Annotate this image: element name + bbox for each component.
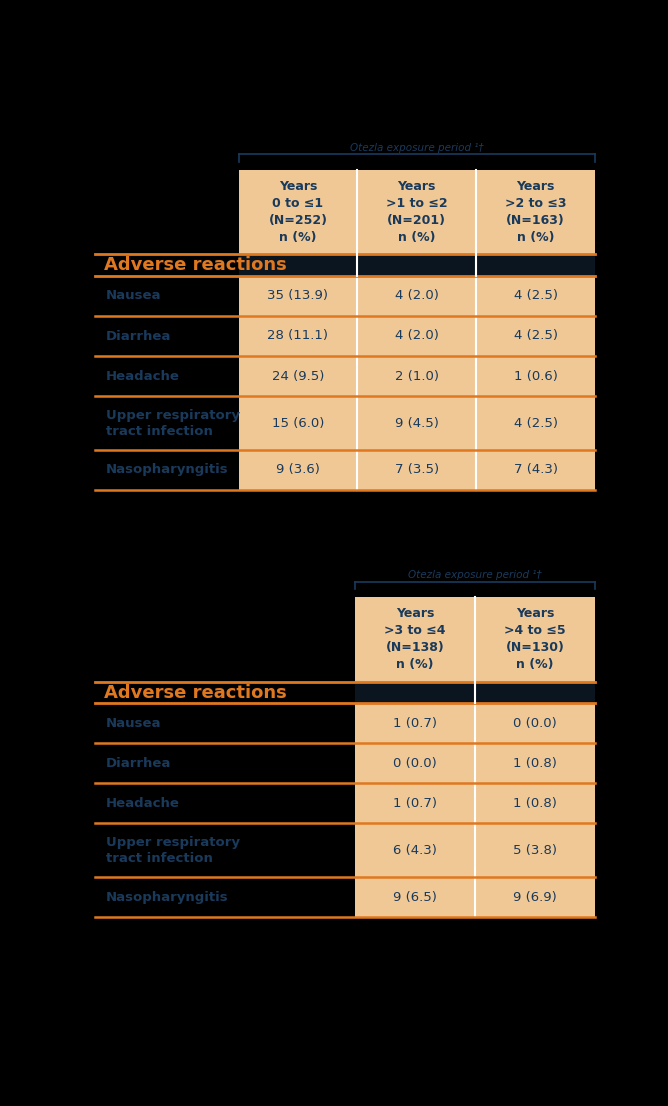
Bar	[238, 254, 595, 275]
Text: 7 (4.3): 7 (4.3)	[514, 463, 558, 477]
Text: 6 (4.3): 6 (4.3)	[393, 844, 437, 857]
Text: 0 (0.0): 0 (0.0)	[513, 717, 557, 730]
Text: 1 (0.8): 1 (0.8)	[513, 757, 557, 770]
Text: Years
0 to ≤1
(N=252)
n (%): Years 0 to ≤1 (N=252) n (%)	[269, 180, 327, 244]
Bar	[238, 275, 595, 316]
Text: Diarrhea: Diarrhea	[106, 757, 172, 770]
Bar	[238, 356, 595, 396]
Bar	[238, 169, 595, 254]
Text: 9 (6.5): 9 (6.5)	[393, 890, 437, 904]
Text: Headache: Headache	[106, 797, 180, 810]
Text: Upper respiratory
tract infection: Upper respiratory tract infection	[106, 836, 240, 865]
Text: Nasopharyngitis: Nasopharyngitis	[106, 463, 228, 477]
Text: Years
>2 to ≤3
(N=163)
n (%): Years >2 to ≤3 (N=163) n (%)	[505, 180, 566, 244]
Text: Years
>1 to ≤2
(N=201)
n (%): Years >1 to ≤2 (N=201) n (%)	[386, 180, 448, 244]
Text: 9 (4.5): 9 (4.5)	[395, 417, 439, 429]
Bar	[238, 396, 595, 450]
Text: Headache: Headache	[106, 369, 180, 383]
Text: 4 (2.5): 4 (2.5)	[514, 290, 558, 302]
Text: Adverse reactions: Adverse reactions	[104, 684, 287, 701]
Text: 1 (0.7): 1 (0.7)	[393, 717, 437, 730]
Text: 1 (0.6): 1 (0.6)	[514, 369, 558, 383]
Text: 1 (0.8): 1 (0.8)	[513, 797, 557, 810]
Text: 9 (6.9): 9 (6.9)	[513, 890, 557, 904]
Text: Nasopharyngitis: Nasopharyngitis	[106, 890, 228, 904]
Text: 15 (6.0): 15 (6.0)	[272, 417, 324, 429]
Text: Nausea: Nausea	[106, 290, 162, 302]
Text: Otezla exposure period ¹†: Otezla exposure period ¹†	[408, 570, 542, 580]
Text: 35 (13.9): 35 (13.9)	[267, 290, 329, 302]
Text: 2 (1.0): 2 (1.0)	[395, 369, 439, 383]
Text: 4 (2.0): 4 (2.0)	[395, 330, 439, 343]
Bar	[355, 681, 595, 703]
Bar	[355, 877, 595, 917]
Bar	[355, 597, 595, 681]
Text: Years
>3 to ≤4
(N=138)
n (%): Years >3 to ≤4 (N=138) n (%)	[384, 607, 446, 671]
Bar	[355, 703, 595, 743]
Text: Years
>4 to ≤5
(N=130)
n (%): Years >4 to ≤5 (N=130) n (%)	[504, 607, 566, 671]
Text: 9 (3.6): 9 (3.6)	[276, 463, 320, 477]
Text: 4 (2.0): 4 (2.0)	[395, 290, 439, 302]
Text: Otezla exposure period ¹†: Otezla exposure period ¹†	[350, 143, 484, 153]
Text: 4 (2.5): 4 (2.5)	[514, 330, 558, 343]
Bar	[238, 450, 595, 490]
Bar	[238, 316, 595, 356]
Text: Nausea: Nausea	[106, 717, 162, 730]
Bar	[355, 783, 595, 823]
Text: 4 (2.5): 4 (2.5)	[514, 417, 558, 429]
Text: 1 (0.7): 1 (0.7)	[393, 797, 437, 810]
Text: 7 (3.5): 7 (3.5)	[395, 463, 439, 477]
Text: 28 (11.1): 28 (11.1)	[267, 330, 329, 343]
Bar	[355, 743, 595, 783]
Text: 24 (9.5): 24 (9.5)	[272, 369, 324, 383]
Text: 5 (3.8): 5 (3.8)	[513, 844, 557, 857]
Text: Upper respiratory
tract infection: Upper respiratory tract infection	[106, 408, 240, 438]
Text: 0 (0.0): 0 (0.0)	[393, 757, 437, 770]
Text: Diarrhea: Diarrhea	[106, 330, 172, 343]
Text: Adverse reactions: Adverse reactions	[104, 257, 287, 274]
Bar	[355, 823, 595, 877]
